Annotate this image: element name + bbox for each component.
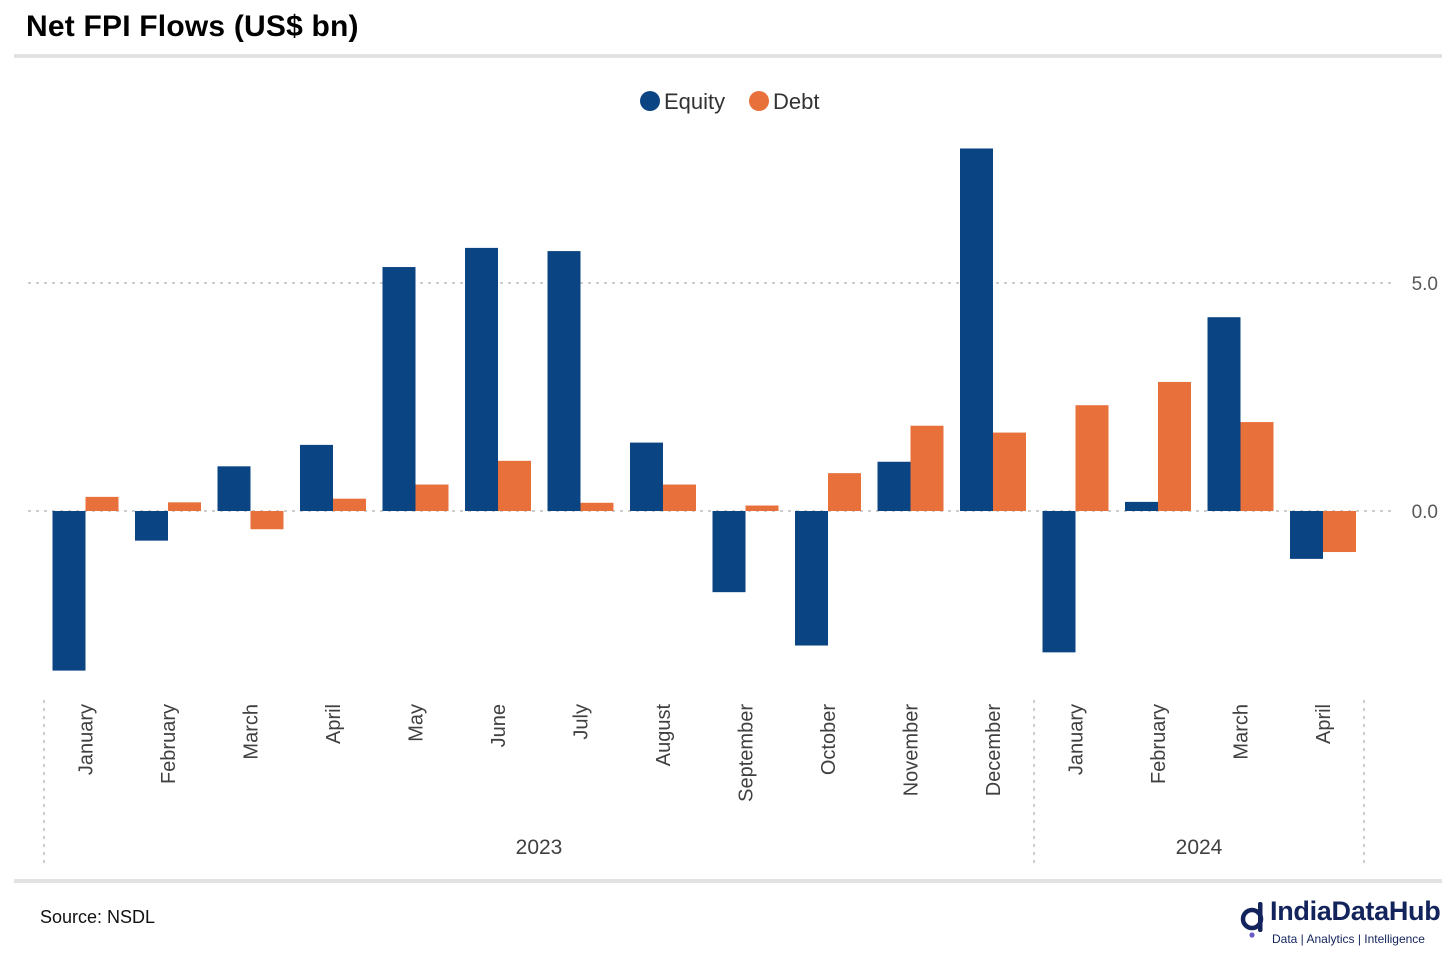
x-tick-label: September xyxy=(735,704,757,802)
debt-bar xyxy=(580,502,614,511)
x-tick-label: November xyxy=(900,704,922,797)
x-tick-label: March xyxy=(240,704,262,760)
equity-bar xyxy=(630,442,663,511)
equity-bar xyxy=(960,148,993,512)
bar-chart: 0.0 5.0 Equity Debt January February March Apri… xyxy=(28,89,1438,866)
legend-marker-debt xyxy=(749,91,769,111)
debt-bar xyxy=(1323,511,1356,553)
equity-bar xyxy=(547,251,581,511)
debt-bar xyxy=(1158,381,1191,511)
equity-bar xyxy=(877,461,911,511)
debt-bar xyxy=(663,484,696,511)
equity-bar xyxy=(1125,501,1158,511)
source-note: Source: NSDL xyxy=(40,907,156,927)
debt-bar xyxy=(1240,422,1274,511)
x-tick-label: August xyxy=(653,704,675,767)
debt-bar xyxy=(333,498,366,511)
debt-bar xyxy=(1075,405,1109,511)
logo-tagline: Data | Analytics | Intelligence xyxy=(1272,932,1425,946)
equity-bar xyxy=(300,444,333,511)
equity-bar xyxy=(52,511,86,671)
x-tick-label: July xyxy=(570,704,592,740)
debt-bar xyxy=(498,460,531,511)
brand-logo: IndiaDataHub Data | Analytics | Intellig… xyxy=(1240,896,1441,948)
chart-title: Net FPI Flows (US$ bn) xyxy=(26,10,359,43)
debt-bar xyxy=(993,432,1026,511)
equity-bar xyxy=(712,511,746,593)
debt-bar xyxy=(828,473,861,511)
equity-bar xyxy=(795,511,828,646)
debt-bar xyxy=(168,502,201,511)
x-tick-label: December xyxy=(983,704,1005,797)
x-group-label: 2024 xyxy=(1176,836,1223,859)
x-group-label: 2023 xyxy=(516,836,563,859)
y-tick-label: 5.0 xyxy=(1412,274,1438,295)
equity-bar xyxy=(1207,317,1241,511)
x-tick-label: April xyxy=(1313,704,1335,744)
y-tick-label: 0.0 xyxy=(1412,502,1438,523)
debt-bar xyxy=(910,425,944,511)
x-tick-label: March xyxy=(1230,704,1252,760)
legend-label-equity: Equity xyxy=(664,89,725,114)
logo-mark-icon xyxy=(1240,902,1264,938)
x-tick-label: January xyxy=(75,704,97,775)
equity-bar xyxy=(382,267,416,511)
debt-bar xyxy=(415,484,449,511)
legend-marker-equity xyxy=(640,91,660,111)
debt-bar xyxy=(85,496,119,511)
legend-label-debt: Debt xyxy=(773,89,819,114)
debt-bar xyxy=(250,511,284,530)
debt-bar xyxy=(745,505,779,511)
x-tick-label: May xyxy=(405,704,427,742)
equity-bar xyxy=(1042,511,1076,653)
top-divider xyxy=(14,54,1442,58)
x-tick-label: January xyxy=(1065,704,1087,775)
x-tick-label: February xyxy=(1148,704,1170,784)
x-tick-label: April xyxy=(323,704,345,744)
bottom-divider xyxy=(14,879,1442,883)
x-tick-label: February xyxy=(158,704,180,784)
equity-bar xyxy=(465,247,498,511)
equity-bar xyxy=(1290,511,1323,559)
x-tick-label: October xyxy=(818,704,840,775)
equity-bar xyxy=(217,466,251,511)
x-tick-label: June xyxy=(488,704,510,747)
equity-bar xyxy=(135,511,168,541)
logo-wordmark: IndiaDataHub xyxy=(1270,896,1441,926)
